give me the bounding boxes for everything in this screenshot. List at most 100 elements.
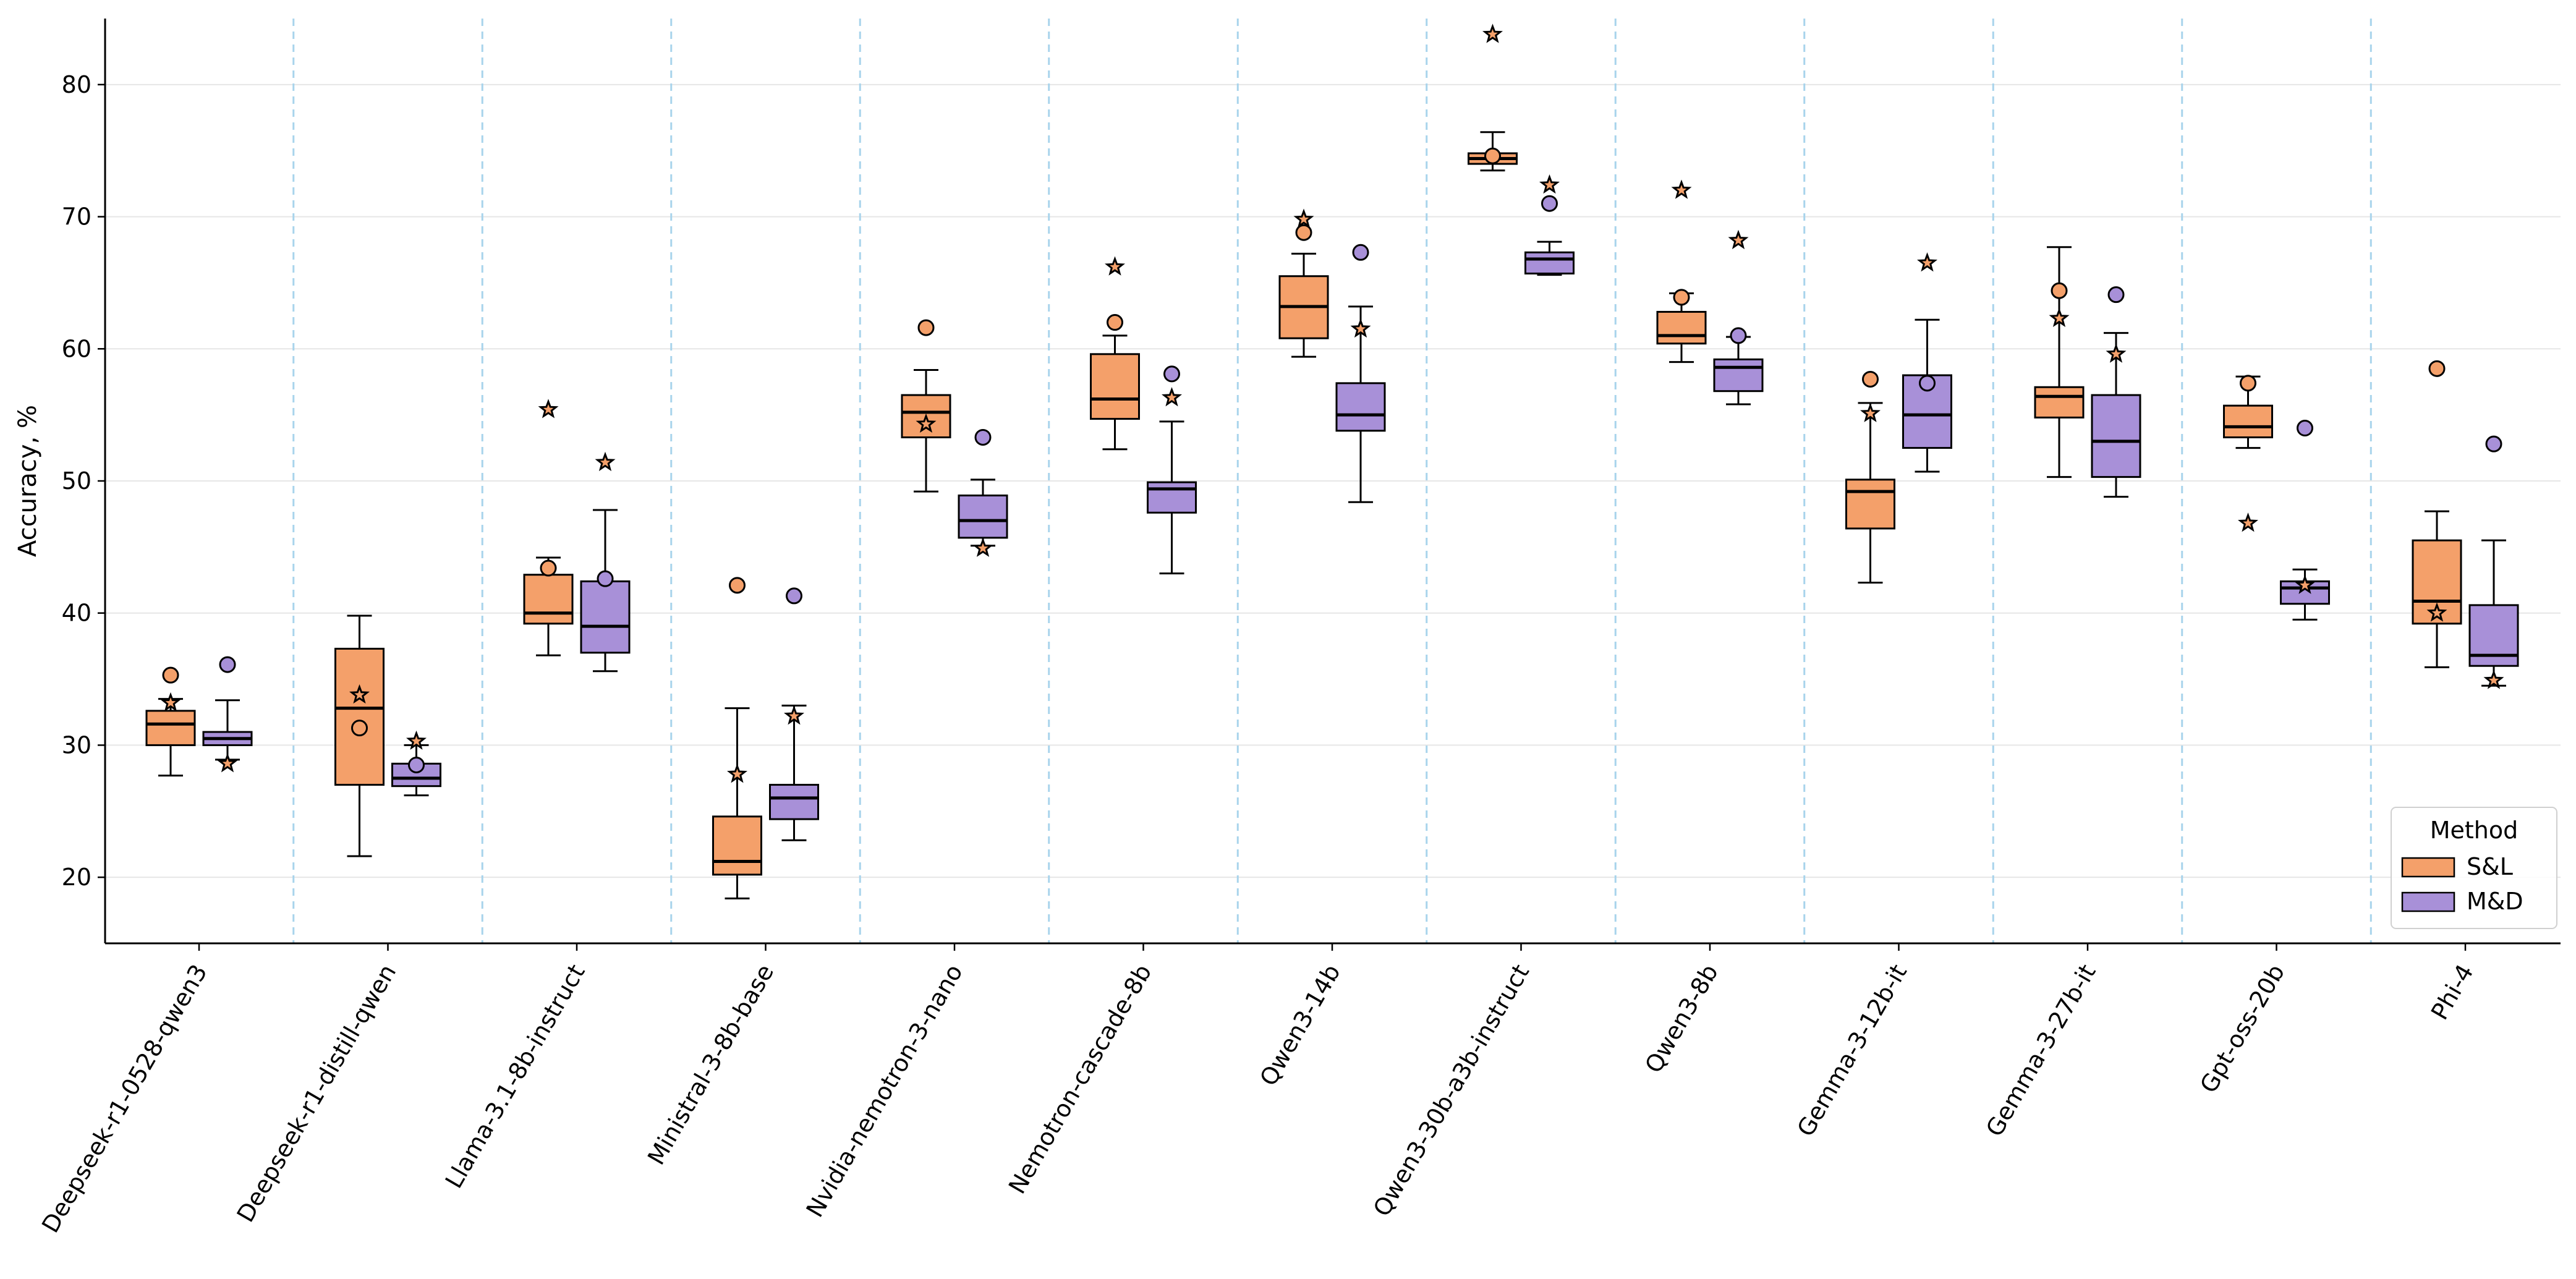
star-marker — [217, 752, 238, 773]
x-tick-label: Qwen3-30b-a3b-instruct — [1368, 960, 1534, 1222]
circle-marker — [1163, 365, 1180, 383]
circle-marker — [2428, 360, 2446, 377]
star-marker — [538, 399, 559, 419]
iqr-box — [2091, 394, 2141, 478]
box-md — [1335, 305, 1386, 503]
x-tick-label: Deepseek-r1-0528-qwen3 — [36, 960, 213, 1238]
star-marker — [1539, 174, 1560, 194]
circle-marker — [1730, 327, 1747, 344]
iqr-box — [958, 495, 1008, 539]
star-marker — [1671, 179, 1692, 199]
iqr-box — [145, 710, 196, 746]
star-marker — [784, 705, 804, 725]
star-marker — [1162, 387, 1182, 407]
iqr-box — [1090, 353, 1140, 420]
iqr-box — [1335, 382, 1386, 432]
box-sl — [1656, 292, 1707, 363]
circle-marker — [917, 319, 935, 336]
circle-marker — [2240, 375, 2256, 392]
star-marker — [160, 692, 181, 712]
star-marker — [2483, 669, 2504, 689]
box-md — [1902, 318, 1952, 473]
star-marker — [349, 684, 370, 704]
circle-marker — [2297, 420, 2313, 437]
iqr-box — [769, 784, 819, 820]
circle-marker — [219, 656, 236, 673]
x-tick-label: Nvidia-nemotron-3-nano — [801, 960, 968, 1222]
star-marker — [1350, 318, 1371, 338]
iqr-box — [2034, 386, 2085, 419]
box-md — [769, 704, 819, 841]
iqr-box — [1845, 478, 1895, 530]
box-sl — [1090, 334, 1140, 451]
iqr-box — [580, 580, 631, 654]
circle-marker — [2107, 286, 2125, 304]
iqr-box — [523, 574, 574, 625]
x-tick-label: Phi-4 — [2426, 960, 2479, 1025]
star-marker — [2295, 574, 2315, 594]
x-tick-label: Deepseek-r1-distill-qwen — [232, 960, 402, 1227]
box-sl — [2034, 246, 2085, 478]
circle-marker — [162, 666, 179, 684]
circle-marker — [2051, 282, 2068, 299]
box-sl — [2412, 510, 2462, 668]
star-marker — [2238, 512, 2258, 532]
iqr-box — [1524, 251, 1575, 274]
box-sl — [145, 698, 196, 777]
circle-marker — [1541, 195, 1558, 212]
boxes-layer — [145, 131, 2519, 899]
box-sl — [2223, 375, 2273, 449]
star-marker — [595, 451, 616, 472]
star-marker — [1860, 402, 1881, 422]
y-tick-label: 20 — [62, 864, 91, 891]
box-md — [202, 699, 253, 761]
circle-marker — [597, 570, 614, 587]
star-marker — [2049, 307, 2070, 328]
circle-marker — [1919, 375, 1936, 392]
x-tick-label: Nemotron-cascade-8b — [1003, 960, 1157, 1199]
circle-marker — [408, 756, 425, 773]
y-tick-label: 50 — [62, 467, 91, 495]
y-tick-label: 40 — [62, 600, 91, 627]
star-marker — [2106, 343, 2127, 363]
star-marker — [1728, 229, 1749, 250]
x-tick-label: Gemma-3-27b-it — [1981, 960, 2101, 1141]
circle-marker — [1107, 314, 1123, 331]
legend-label: S&L — [2467, 853, 2513, 880]
x-tick-label: Ministral-3-8b-base — [642, 960, 779, 1170]
box-md — [2468, 539, 2519, 687]
box-md — [1524, 240, 1575, 276]
circle-marker — [2485, 435, 2502, 453]
legend: Method S&L M&D — [2391, 807, 2557, 929]
iqr-box — [1713, 358, 1764, 393]
box-sl — [1845, 402, 1895, 584]
legend-swatch — [2401, 891, 2455, 912]
circle-marker — [974, 428, 992, 446]
box-sl — [1278, 252, 1329, 358]
markers-layer — [160, 23, 2504, 783]
x-tick-label: Gemma-3-12b-it — [1792, 960, 1912, 1141]
circle-marker — [351, 720, 368, 737]
circle-marker — [1295, 224, 1312, 241]
iqr-box — [2223, 404, 2273, 438]
x-tick-label: Qwen3-14b — [1254, 960, 1346, 1091]
axes-layer: 20 30 40 50 60 70 80 Deepseek-r1-0528-qwen3 Deep… — [14, 19, 2561, 1238]
group-separators — [292, 19, 2372, 943]
legend-swatch — [2401, 857, 2455, 878]
legend-label: M&D — [2467, 888, 2523, 915]
iqr-box — [712, 815, 762, 876]
grid-layer — [105, 83, 2561, 878]
y-tick-label: 80 — [62, 71, 91, 98]
circle-marker — [1484, 147, 1501, 164]
x-tick-label: Llama-3.1-8b-instruct — [440, 960, 590, 1193]
star-marker — [1105, 256, 1125, 276]
circle-marker — [540, 559, 557, 577]
box-md — [958, 478, 1008, 547]
iqr-box — [1656, 310, 1707, 345]
circle-marker — [1352, 244, 1369, 261]
star-marker — [916, 413, 937, 433]
star-marker — [1293, 208, 1314, 228]
y-axis-label: Accuracy, % — [14, 405, 42, 557]
y-tick-label: 60 — [62, 335, 91, 362]
